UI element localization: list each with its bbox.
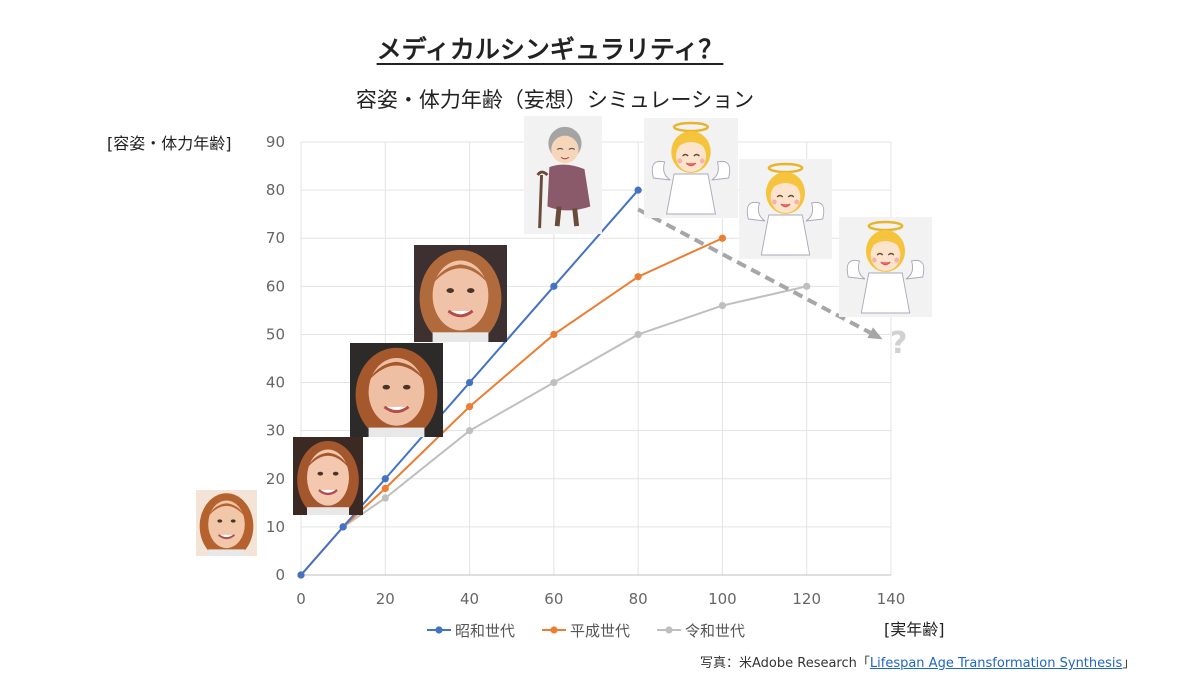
page-subtitle: 容姿・体力年齢（妄想）シミュレーション — [355, 88, 755, 112]
y-tick-label: 50 — [266, 325, 285, 343]
y-tick-label: 70 — [266, 229, 285, 247]
child-photo-graphic — [196, 490, 257, 560]
data-point — [634, 330, 642, 339]
data-point — [550, 330, 558, 339]
middle-aged-woman-photo — [414, 245, 507, 347]
y-tick-label: 30 — [266, 422, 285, 440]
young-woman-photo-graphic — [350, 343, 443, 442]
data-point — [465, 378, 474, 387]
angel-illustration-2 — [739, 159, 832, 259]
question-mark: ? — [890, 326, 907, 361]
legend-label: 令和世代 — [685, 622, 745, 640]
legend-label: 平成世代 — [570, 622, 630, 640]
girl-photo-graphic — [293, 437, 363, 519]
legend-marker — [665, 626, 673, 634]
angel-illustration-1-graphic — [644, 118, 738, 218]
x-tick-label: 0 — [296, 590, 306, 608]
photo-credit: 写真：米Adobe Research「Lifespan Age Transfor… — [700, 652, 1135, 671]
data-point — [803, 282, 811, 290]
y-axis-label: [容姿・体力年齢] — [107, 134, 232, 153]
x-tick-label: 100 — [708, 590, 737, 608]
angel-illustration-3-graphic — [839, 217, 932, 317]
elderly-woman-illustration-graphic — [524, 116, 602, 234]
angel-illustration-1 — [644, 118, 738, 218]
data-point — [634, 186, 642, 194]
x-tick-label: 120 — [792, 590, 821, 608]
y-tick-label: 60 — [266, 277, 285, 295]
dashed-arrow-line — [637, 207, 872, 335]
x-tick-label: 60 — [544, 590, 563, 608]
data-point — [381, 475, 389, 483]
data-point — [381, 484, 389, 492]
credit-prefix: 写真：米Adobe Research「 — [700, 656, 870, 671]
credit-suffix: 」 — [1122, 656, 1136, 671]
title-text: メディカルシンギュラリティ？ — [376, 35, 724, 64]
angel-illustration-2-graphic — [739, 159, 832, 259]
angel-illustration-3 — [839, 217, 932, 317]
girl-photo — [293, 437, 363, 519]
y-tick-label: 10 — [266, 518, 285, 536]
data-point — [339, 523, 347, 531]
data-point — [718, 234, 727, 242]
y-tick-label: 80 — [266, 181, 285, 199]
data-point — [465, 403, 474, 411]
young-woman-photo — [350, 343, 443, 442]
data-point — [550, 378, 558, 387]
data-point — [634, 273, 642, 281]
legend-label: 昭和世代 — [455, 622, 515, 640]
data-point — [465, 427, 474, 435]
credit-link[interactable]: Lifespan Age Transformation Synthesis — [869, 656, 1123, 671]
arrow-head — [867, 327, 883, 340]
elderly-woman-illustration — [524, 116, 602, 234]
middle-aged-woman-photo-graphic — [414, 245, 507, 347]
data-point — [550, 282, 558, 290]
x-tick-label: 20 — [376, 590, 395, 608]
page-title: メディカルシンギュラリティ？ — [0, 30, 1100, 66]
y-tick-label: 0 — [275, 566, 285, 584]
x-axis-label: [実年齢] — [884, 620, 945, 639]
y-tick-label: 40 — [266, 374, 285, 392]
y-tick-label: 20 — [266, 470, 285, 488]
legend-marker — [550, 626, 558, 634]
data-point — [381, 494, 389, 502]
x-tick-label: 140 — [877, 590, 906, 608]
legend-marker — [435, 626, 443, 634]
child-photo — [196, 490, 257, 560]
x-tick-label: 80 — [629, 590, 648, 608]
data-point — [297, 571, 305, 579]
x-tick-label: 40 — [460, 590, 479, 608]
data-point — [718, 301, 727, 310]
y-tick-label: 90 — [266, 133, 285, 151]
series-line — [300, 285, 807, 576]
